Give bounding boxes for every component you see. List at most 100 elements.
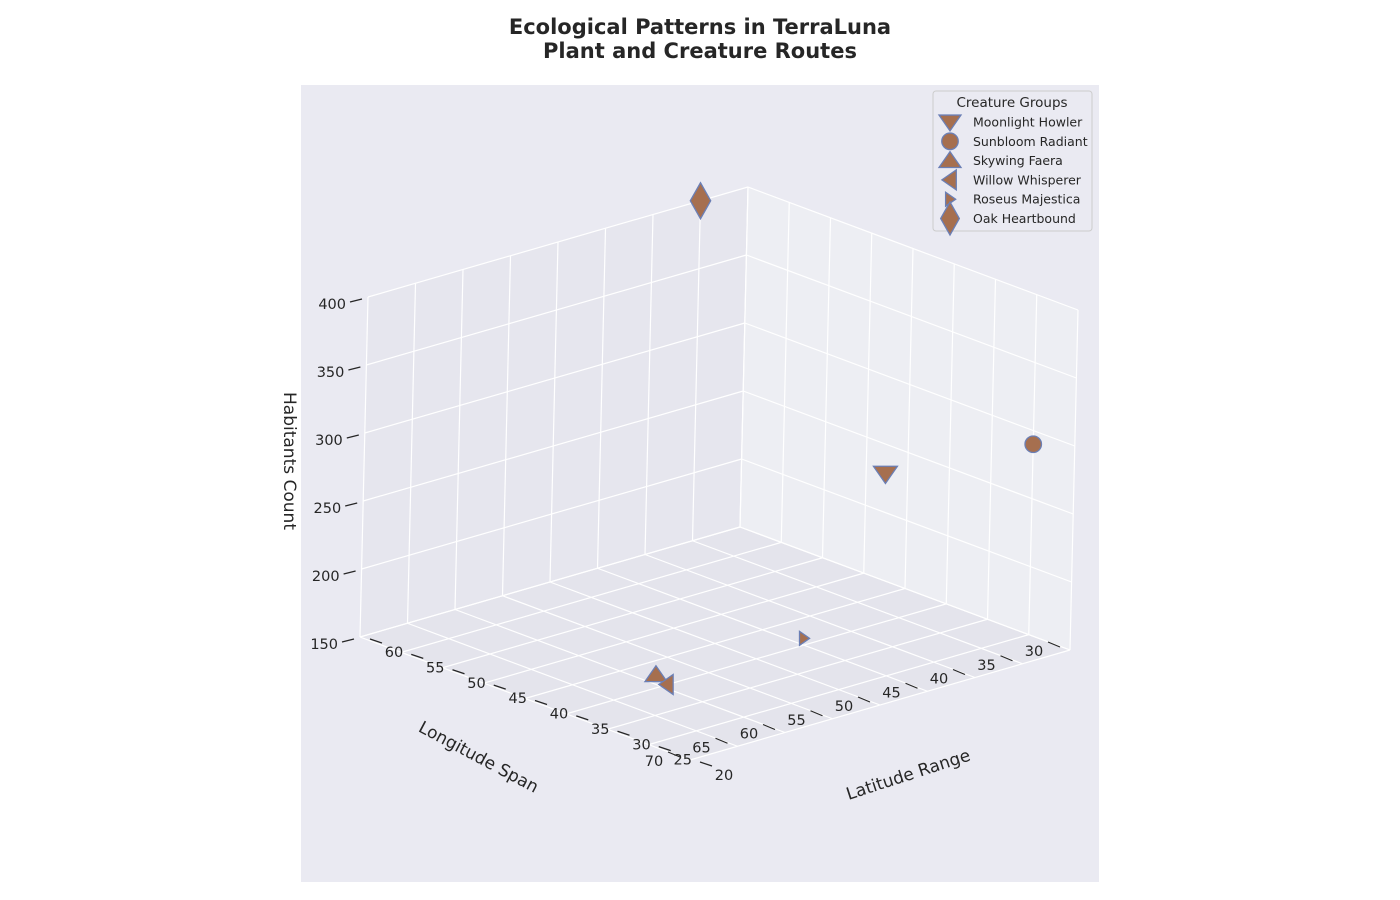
gridline-z-left (361, 458, 742, 570)
legend-label-sunbloom-radiant: Sunbloom Radiant (973, 134, 1088, 149)
gridline-z-right (746, 254, 1077, 379)
gridline-y-wall (596, 228, 607, 569)
chart-title-line-2: Plant and Creature Routes (543, 39, 857, 63)
x-tick-label: 30 (632, 737, 650, 753)
axis-panes (360, 187, 1078, 760)
legend-label-skywing-faera: Skywing Faera (973, 153, 1063, 168)
gridline-x-wall (863, 233, 873, 574)
legend-label-willow-whisperer: Willow Whisperer (973, 172, 1082, 187)
gridline-y-floor (407, 622, 738, 747)
x-tick (452, 669, 465, 675)
gridline-y-floor (454, 608, 786, 734)
legend-marker-skywing-faera (937, 150, 963, 169)
z-tick (349, 298, 363, 303)
gridline-y-floor (597, 567, 928, 692)
z-tick (343, 570, 356, 575)
gridline-y-floor (549, 581, 881, 706)
grid-lines (359, 186, 1079, 761)
x-tick (699, 761, 713, 767)
y-tick (1000, 655, 1013, 662)
gridline-z-left (366, 254, 747, 366)
x-tick (493, 684, 506, 690)
gridline-z-right (739, 526, 1071, 651)
y-tick-label: 60 (740, 727, 758, 743)
x-tick (576, 715, 589, 721)
x-tick-label: 50 (467, 676, 485, 692)
gridline-y-floor (502, 595, 833, 720)
legend-marker-oak-heartbound (939, 200, 961, 237)
y-tick (1047, 641, 1061, 648)
gridline-z-left (363, 390, 744, 502)
z-tick (341, 638, 355, 643)
y-tick (762, 723, 776, 731)
gridline-x-wall (1069, 309, 1079, 651)
x-tick (658, 746, 671, 752)
z-tick-label: 400 (318, 297, 346, 313)
gridline-z-right (742, 390, 1074, 515)
gridline-y-wall (359, 296, 369, 638)
gridline-y-wall (691, 200, 702, 541)
y-tick (715, 737, 728, 744)
gridline-x-wall (821, 217, 832, 558)
data-points (643, 181, 1043, 696)
x-tick-label: 20 (715, 768, 733, 784)
gridline-z-left (364, 322, 745, 434)
z-tick-label: 150 (310, 637, 338, 653)
x-tick-label: 60 (385, 645, 403, 661)
y-tick-label: 55 (787, 713, 805, 729)
gridline-z-right (744, 322, 1076, 447)
chart-title-line-1: Ecological Patterns in TerraLuna (509, 15, 891, 39)
point-sunbloom-radiant (1024, 435, 1043, 454)
y-tick-label: 35 (977, 658, 995, 674)
gridline-z-left (359, 526, 741, 638)
gridline-y-wall (739, 186, 749, 528)
y-tick-label: 65 (692, 740, 710, 756)
y-tick (905, 682, 918, 689)
point-oak-heartbound (689, 181, 712, 221)
point-willow-whisperer (657, 673, 674, 696)
gridline-x-wall (1028, 294, 1038, 635)
gridline-y-wall (501, 255, 512, 596)
legend: Creature Groups Moonlight Howler Sunbloom… (932, 90, 1093, 237)
x-tick-label: 45 (509, 691, 527, 707)
z-tick-label: 350 (317, 365, 345, 381)
gridline-y-floor (359, 636, 691, 761)
gridline-y-wall (644, 214, 654, 555)
y-tick-label: 50 (835, 699, 853, 715)
x-tick (369, 638, 383, 644)
z-axis-label: Habitants Count (279, 392, 299, 530)
gridline-x-wall (780, 202, 790, 543)
z-tick-label: 250 (314, 501, 342, 517)
point-roseus-majestica (798, 630, 811, 647)
y-tick-label: 30 (1025, 644, 1043, 660)
gridline-x-wall (904, 248, 914, 589)
legend-marker-moonlight-howler (937, 114, 963, 133)
x-tick-label: 55 (426, 660, 444, 676)
legend-title: Creature Groups (956, 95, 1067, 111)
z-tick (348, 366, 361, 371)
legend-label-oak-heartbound: Oak Heartbound (973, 211, 1076, 226)
y-tick (810, 710, 823, 717)
x-tick (617, 730, 630, 736)
y-tick-label: 70 (645, 754, 663, 770)
gridline-x-wall (986, 279, 997, 620)
gridline-z-right (747, 186, 1079, 311)
gridline-y-floor (644, 553, 976, 679)
z-tick-label: 300 (315, 433, 343, 449)
x-tick (411, 653, 424, 659)
legend-box (932, 90, 1093, 232)
gridline-z-left (367, 186, 749, 298)
x-tick (534, 699, 548, 706)
legend-label-roseus-majestica: Roseus Majestica (973, 192, 1080, 207)
gridline-y-wall (406, 283, 417, 624)
legend-label-moonlight-howler: Moonlight Howler (973, 115, 1083, 130)
z-tick (346, 434, 359, 439)
gridline-y-floor (692, 540, 1023, 665)
y-tick (667, 751, 681, 758)
z-tick-label: 200 (312, 569, 340, 585)
z-tick (345, 502, 358, 507)
gridline-y-wall (549, 241, 559, 583)
legend-marker-willow-whisperer (940, 168, 957, 192)
